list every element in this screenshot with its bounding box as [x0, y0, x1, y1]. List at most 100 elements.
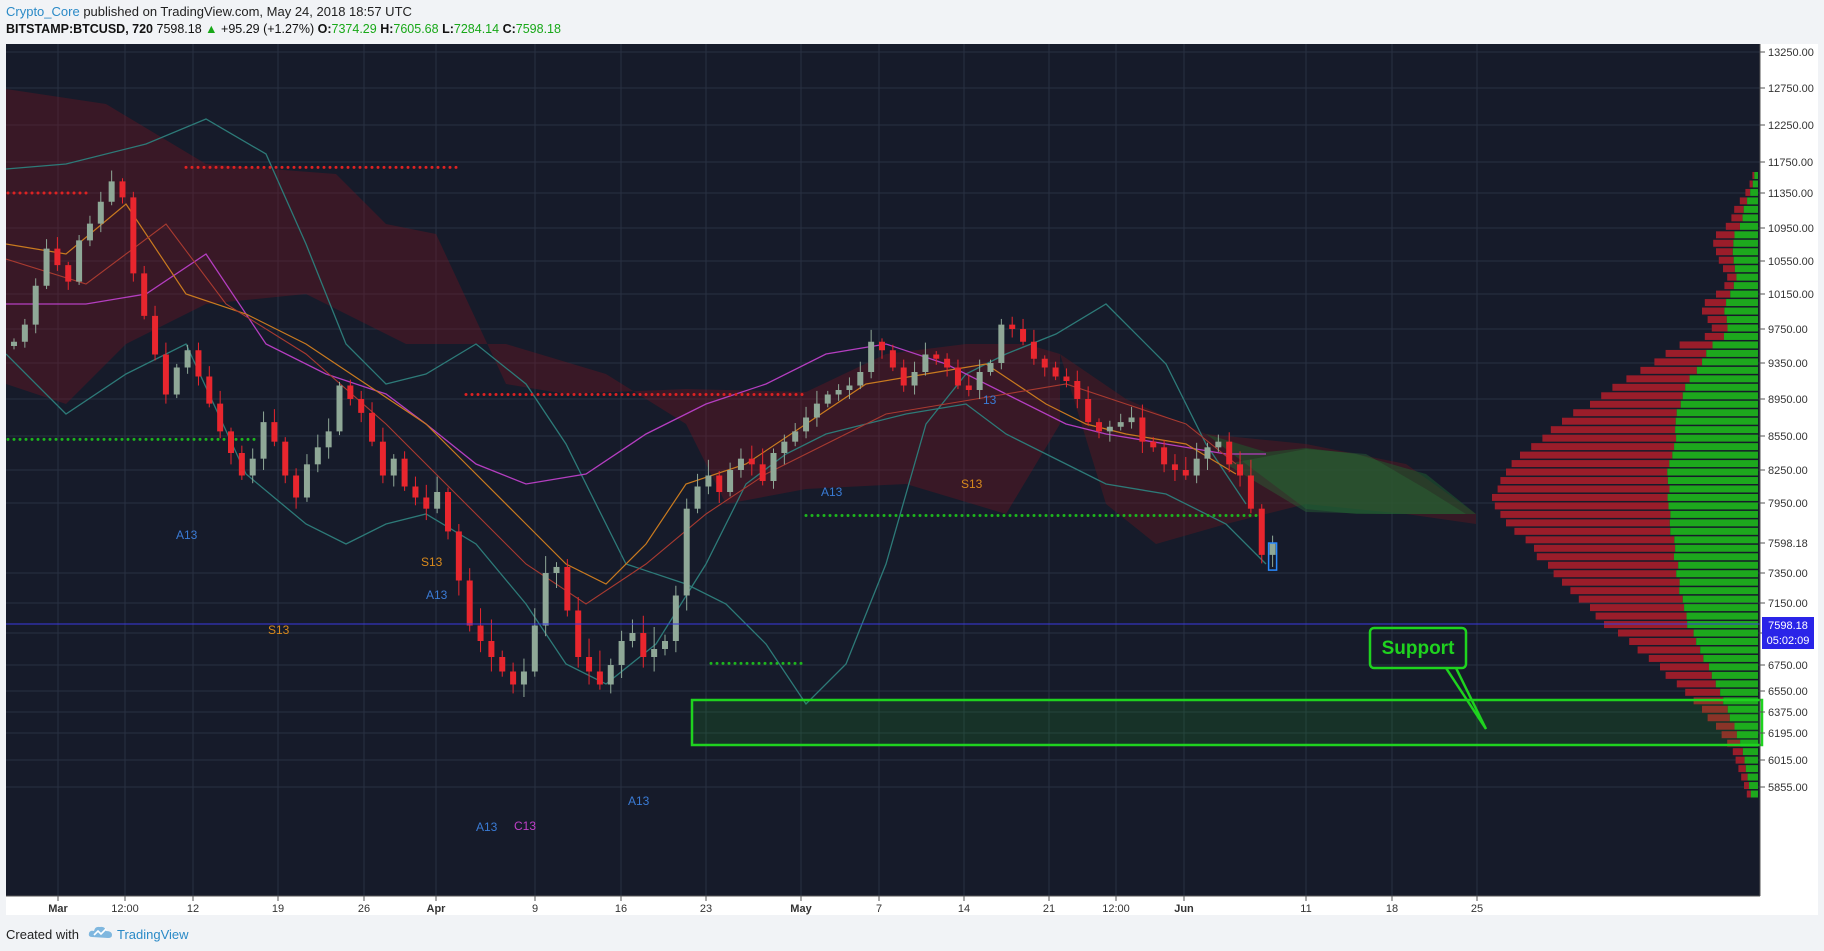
candle-body — [629, 633, 636, 641]
price-axis[interactable]: 13250.00 12750.00 12250.00 11750.00 11350.00… — [1759, 44, 1814, 896]
price-badge-value: 7598.18 — [1768, 620, 1808, 632]
volume-bar-up — [1744, 756, 1758, 764]
candle-body — [303, 464, 310, 498]
volume-bar-up — [1750, 790, 1758, 798]
pivot-dot — [334, 165, 338, 169]
pivot-dot — [1014, 514, 1018, 518]
candle-body — [347, 385, 354, 399]
volume-bar-up — [1750, 188, 1758, 196]
pivot-dot — [132, 437, 136, 441]
volume-bar-up — [1689, 375, 1758, 383]
td-label: S13 — [961, 477, 983, 491]
volume-bar-down — [1704, 332, 1724, 340]
candle-body — [662, 641, 668, 649]
volume-bar-down — [1573, 409, 1677, 417]
pivot-dot — [150, 437, 154, 441]
candle-body — [683, 508, 690, 596]
volume-bar-up — [1754, 172, 1758, 179]
tradingview-link[interactable]: TradingView — [117, 927, 189, 942]
candle-body — [1150, 441, 1157, 448]
open-value: 7374.29 — [331, 22, 377, 36]
pivot-dot — [494, 393, 498, 396]
volume-bar-down — [1601, 392, 1683, 400]
candle-body — [238, 453, 245, 476]
time-tick-label: 21 — [1043, 903, 1055, 915]
pivot-dot — [727, 661, 731, 665]
pivot-dot — [512, 393, 516, 396]
price-chart[interactable]: A13 S13 A13 S13 A13 C13 A13 A13 S13 13 Support 13… — [6, 44, 1818, 915]
volume-bar-down — [1640, 366, 1697, 374]
pivot-dot — [90, 437, 94, 441]
pivot-dot — [12, 437, 16, 441]
pivot-dot — [840, 514, 844, 518]
pivot-dot — [692, 393, 696, 396]
pivot-dot — [406, 165, 410, 169]
pivot-dot — [286, 165, 290, 169]
symbol-label[interactable]: BITSTAMP:BTCUSD, 720 — [6, 22, 154, 36]
pivot-dot — [709, 661, 713, 665]
pivot-dot — [930, 514, 934, 518]
volume-bar-down — [1727, 739, 1741, 747]
volume-bar-up — [1723, 332, 1758, 340]
volume-bar-up — [1667, 493, 1758, 501]
candle-body — [195, 350, 202, 377]
pivot-dot — [740, 393, 744, 396]
pivot-dot — [608, 393, 612, 396]
volume-bar-down — [1494, 502, 1669, 510]
pivot-dot — [238, 165, 242, 169]
volume-bar-down — [1738, 765, 1746, 773]
volume-bar-up — [1682, 392, 1758, 400]
countdown-timer: 05:02:09 — [1767, 635, 1810, 647]
candle-body — [325, 431, 332, 448]
close-label: C: — [502, 22, 516, 36]
candle-body — [781, 441, 788, 453]
candle-body — [705, 475, 712, 487]
pivot-dot — [72, 437, 76, 441]
volume-bar-up — [1739, 222, 1758, 230]
volume-bar-down — [1725, 222, 1740, 230]
pivot-dot — [620, 393, 624, 396]
price-tick-label: 8250.00 — [1768, 465, 1808, 477]
volume-bar-down — [1707, 714, 1730, 722]
candle-body — [282, 441, 289, 476]
author-link[interactable]: Crypto_Core — [6, 4, 80, 19]
pivot-dot — [984, 514, 988, 518]
pivot-dot — [482, 393, 486, 396]
candle-body — [640, 633, 647, 657]
pivot-dot — [24, 437, 28, 441]
pivot-dot — [590, 393, 594, 396]
pivot-dot — [340, 165, 344, 169]
candle-body — [76, 240, 83, 282]
pivot-dot — [530, 393, 534, 396]
pivot-dot — [518, 393, 522, 396]
pivot-dot — [1068, 514, 1072, 518]
pivot-dot — [1008, 514, 1012, 518]
pivot-dot — [596, 393, 600, 396]
time-axis[interactable]: Mar 12:00 12 19 26 Apr 9 16 23 May 7 14 21 12:00 Jun 11… — [6, 895, 1760, 915]
volume-bar-up — [1670, 527, 1758, 535]
price-tick-label: 11750.00 — [1768, 157, 1813, 169]
pivot-dot — [54, 191, 58, 195]
pivot-dot — [30, 437, 34, 441]
candle-body — [553, 566, 560, 573]
candle-body — [1171, 464, 1178, 470]
td-label: S13 — [268, 623, 290, 637]
candle-body — [889, 350, 896, 368]
tradingview-cloud-icon — [88, 926, 112, 938]
pivot-dot — [190, 165, 194, 169]
pivot-dot — [668, 393, 672, 396]
volume-bar-down — [1724, 282, 1734, 290]
volume-bar-up — [1727, 324, 1758, 332]
pivot-dot — [888, 514, 892, 518]
pivot-dot — [536, 393, 540, 396]
time-tick-label: 9 — [532, 903, 538, 915]
pivot-dot — [180, 437, 184, 441]
volume-bar-up — [1734, 265, 1758, 273]
volume-bar-up — [1682, 595, 1758, 603]
candle-body — [564, 566, 571, 611]
pivot-dot — [1224, 514, 1228, 518]
pivot-dot — [1200, 514, 1204, 518]
pivot-dot — [769, 661, 773, 665]
volume-bar-down — [1744, 782, 1750, 790]
volume-bar-up — [1696, 366, 1758, 374]
